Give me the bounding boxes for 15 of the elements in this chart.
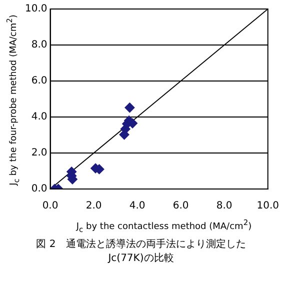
x-tick-label: 4.0 (129, 200, 146, 212)
x-tick-label: 2.0 (86, 200, 102, 212)
y-tick-label: 8.0 (31, 40, 48, 51)
x-tick-label: 8.0 (216, 200, 232, 212)
y-tick-label: 2.0 (31, 148, 48, 159)
y-tick-label: 0.0 (31, 184, 48, 195)
y-tick-label: 6.0 (31, 76, 48, 87)
x-tick-label: 6.0 (172, 200, 189, 212)
point (124, 102, 135, 113)
x-tick-label: 10.0 (256, 200, 279, 212)
x-tick-label: 0.0 (42, 200, 58, 212)
x-axis-title: J$_{c}$ by the contactless method (MA/cm$^{2}$) (76, 218, 252, 234)
caption: 図 2 通電法と誘導法の両手法により測定した Jc(77K)の比較 (35, 238, 247, 266)
y-tick-label: 10.0 (25, 4, 48, 15)
y-tick-label: 4.0 (31, 112, 48, 123)
